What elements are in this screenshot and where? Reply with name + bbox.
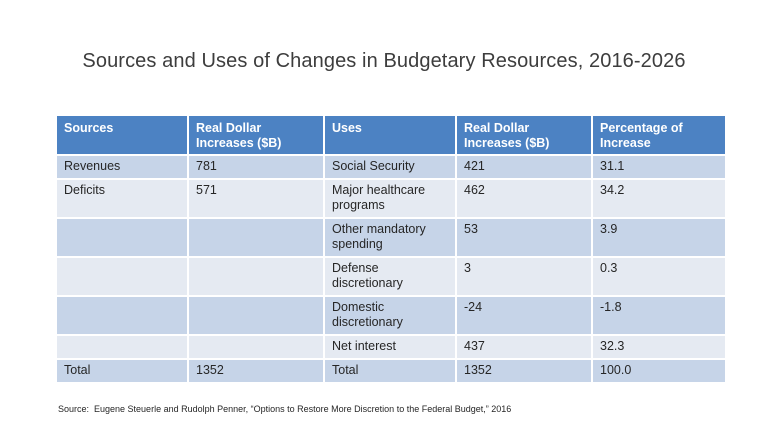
table-cell <box>189 297 323 334</box>
table-cell: Deficits <box>57 180 187 217</box>
table-cell <box>57 258 187 295</box>
table-cell: Social Security <box>325 156 455 178</box>
table-cell: Other mandatory spending <box>325 219 455 256</box>
table-header: Sources Real Dollar Increases ($B) Uses … <box>57 116 725 154</box>
table-cell <box>57 219 187 256</box>
table-row: Deficits 571 Major healthcare programs 4… <box>57 180 725 217</box>
table-cell: Total <box>57 360 187 382</box>
table-row: Net interest 437 32.3 <box>57 336 725 358</box>
table-cell: 100.0 <box>593 360 725 382</box>
table-cell <box>57 336 187 358</box>
table-row: Defense discretionary 3 0.3 <box>57 258 725 295</box>
table-cell: 34.2 <box>593 180 725 217</box>
table-cell: Defense discretionary <box>325 258 455 295</box>
table-cell: 1352 <box>189 360 323 382</box>
budget-table: Sources Real Dollar Increases ($B) Uses … <box>55 114 727 384</box>
table-cell: 3.9 <box>593 219 725 256</box>
table-cell <box>189 219 323 256</box>
table-body: Revenues 781 Social Security 421 31.1 De… <box>57 156 725 382</box>
table-row: Other mandatory spending 53 3.9 <box>57 219 725 256</box>
table-cell: Total <box>325 360 455 382</box>
table-cell: Domestic discretionary <box>325 297 455 334</box>
source-note: Source: Eugene Steuerle and Rudolph Penn… <box>58 404 512 414</box>
table-cell: 53 <box>457 219 591 256</box>
col-header-real-dollar-increases-uses: Real Dollar Increases ($B) <box>457 116 591 154</box>
col-header-percentage-of-increase: Percentage of Increase <box>593 116 725 154</box>
table-cell: 421 <box>457 156 591 178</box>
table-cell: 437 <box>457 336 591 358</box>
table-cell: -1.8 <box>593 297 725 334</box>
table-cell: 462 <box>457 180 591 217</box>
table-cell <box>189 336 323 358</box>
table-cell: 31.1 <box>593 156 725 178</box>
table-cell: -24 <box>457 297 591 334</box>
table-row: Revenues 781 Social Security 421 31.1 <box>57 156 725 178</box>
table-cell: 781 <box>189 156 323 178</box>
table-row-total: Total 1352 Total 1352 100.0 <box>57 360 725 382</box>
table-cell: 571 <box>189 180 323 217</box>
table-cell <box>57 297 187 334</box>
table-cell <box>189 258 323 295</box>
col-header-uses: Uses <box>325 116 455 154</box>
table-cell: Net interest <box>325 336 455 358</box>
table-cell: Major healthcare programs <box>325 180 455 217</box>
table-cell: Revenues <box>57 156 187 178</box>
col-header-real-dollar-increases-sources: Real Dollar Increases ($B) <box>189 116 323 154</box>
table-cell: 32.3 <box>593 336 725 358</box>
table-cell: 0.3 <box>593 258 725 295</box>
page-title: Sources and Uses of Changes in Budgetary… <box>82 50 686 72</box>
table-cell: 3 <box>457 258 591 295</box>
col-header-sources: Sources <box>57 116 187 154</box>
table-cell: 1352 <box>457 360 591 382</box>
table-header-row: Sources Real Dollar Increases ($B) Uses … <box>57 116 725 154</box>
table-row: Domestic discretionary -24 -1.8 <box>57 297 725 334</box>
